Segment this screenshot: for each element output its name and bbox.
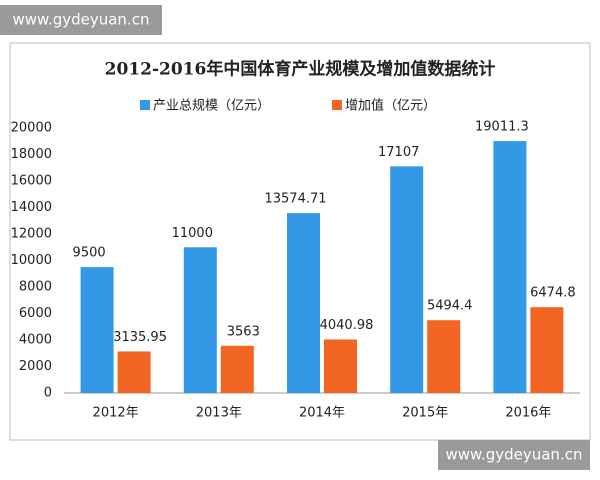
bar: [183, 247, 217, 393]
data-label: 19011.3: [475, 120, 529, 135]
data-label: 5494.4: [427, 299, 473, 314]
chart-title: 2012-2016年中国体育产业规模及增加值数据统计: [105, 59, 496, 80]
data-label: 17107: [378, 145, 419, 160]
data-label: 11000: [172, 226, 213, 241]
bar: [220, 345, 254, 393]
y-tick-label: 14000: [11, 200, 52, 215]
y-tick-label: 0: [44, 386, 52, 401]
legend-label: 增加值（亿元）: [345, 98, 436, 114]
bar: [80, 267, 114, 393]
x-tick-label: 2012年: [93, 406, 139, 421]
bar: [530, 307, 564, 393]
legend-swatch: [140, 100, 150, 110]
data-label: 6474.8: [530, 286, 576, 301]
bar: [117, 351, 151, 393]
y-tick-label: 4000: [19, 333, 52, 348]
y-tick-label: 18000: [11, 147, 52, 162]
legend-swatch: [332, 100, 342, 110]
bar: [324, 339, 357, 393]
x-tick-label: 2015年: [402, 406, 448, 421]
x-tick-label: 2016年: [505, 406, 551, 421]
bar: [493, 141, 527, 393]
watermark: www.gydeyuan.cn: [446, 446, 583, 464]
bar: [427, 320, 461, 393]
bar: [390, 166, 424, 393]
y-tick-label: 6000: [19, 306, 52, 321]
watermark-box: [0, 5, 162, 35]
data-label: 3135.95: [113, 330, 167, 345]
y-tick-label: 10000: [11, 253, 52, 268]
x-tick-label: 2014年: [299, 406, 345, 421]
data-label: 3563: [227, 324, 260, 339]
data-label: 4040.98: [320, 318, 374, 333]
y-tick-label: 2000: [19, 359, 52, 374]
data-label: 9500: [73, 246, 106, 261]
y-tick-label: 12000: [11, 227, 52, 242]
watermark: www.gydeyuan.cn: [13, 11, 150, 29]
legend-label: 产业总规模（亿元）: [153, 99, 270, 114]
watermark-box: [438, 440, 590, 470]
x-tick-label: 2013年: [196, 406, 242, 421]
bar: [287, 213, 320, 393]
y-tick-label: 20000: [11, 121, 52, 136]
y-tick-label: 8000: [19, 280, 52, 295]
chart-border: [9, 42, 591, 441]
y-tick-label: 16000: [11, 174, 52, 189]
data-label: 13574.71: [264, 192, 326, 207]
